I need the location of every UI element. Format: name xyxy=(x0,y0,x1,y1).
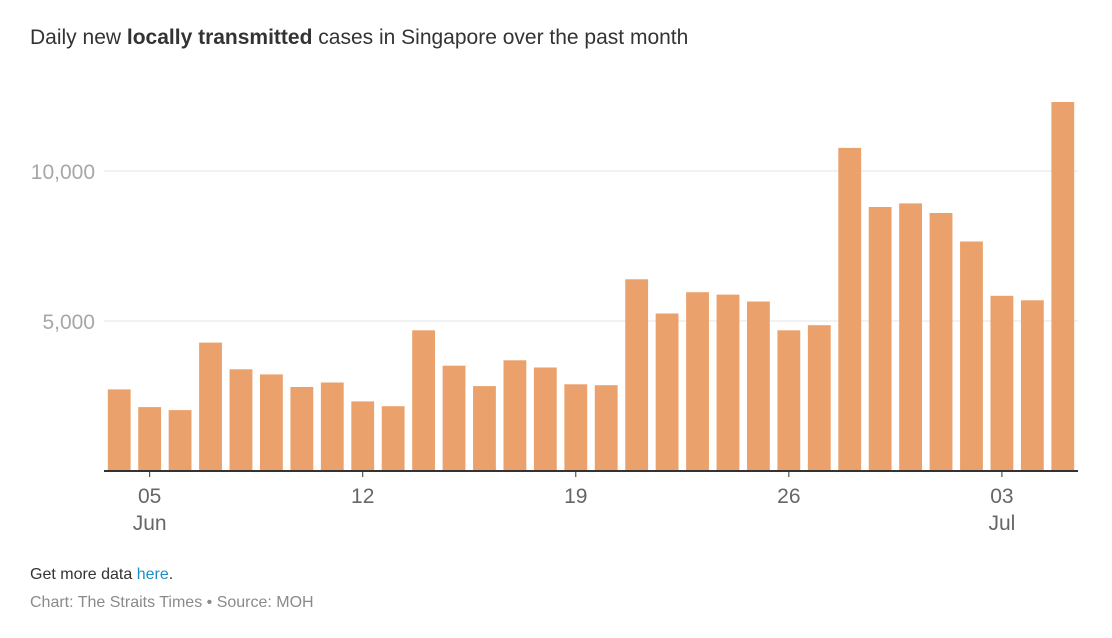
bar-jun-21 xyxy=(625,279,649,471)
chart-title-emphasis: locally transmitted xyxy=(126,26,313,49)
bar-jul-05 xyxy=(1051,102,1075,471)
chart-title: Daily new locally transmitted cases in S… xyxy=(30,26,688,50)
bar-jun-20 xyxy=(594,385,618,471)
x-tick-label: 05 xyxy=(138,485,161,508)
bar-jun-30 xyxy=(899,203,923,471)
bar-jun-28 xyxy=(838,147,862,471)
bar-jun-23 xyxy=(686,292,709,471)
bar-jun-04 xyxy=(107,389,131,471)
bar-jun-07 xyxy=(199,342,222,471)
bar-jun-19 xyxy=(564,384,588,471)
bar-jun-27 xyxy=(807,325,831,471)
bar-jun-13 xyxy=(381,406,405,471)
bar-jun-05 xyxy=(138,407,162,471)
bar-jun-16 xyxy=(473,386,496,471)
bar-jun-26 xyxy=(777,330,801,471)
tick-labels: 5,000 10,000 05 Jun 12 19 26 03 Jul xyxy=(31,161,1016,535)
bar-jun-06 xyxy=(168,410,192,471)
y-tick-label: 5,000 xyxy=(42,311,95,334)
more-data-note: Get more data here. xyxy=(30,566,173,584)
source-credit: Chart: The Straits Times • Source: MOH xyxy=(30,594,314,611)
y-tick-label: 10,000 xyxy=(31,161,95,184)
bar-jun-24 xyxy=(716,294,740,471)
x-tick-label: 03 xyxy=(990,485,1013,508)
more-data-suffix: . xyxy=(168,566,174,583)
bar-jun-08 xyxy=(229,369,253,471)
more-data-link[interactable]: here xyxy=(136,566,169,583)
more-data-prefix: Get more data xyxy=(30,566,137,583)
bar-jun-25 xyxy=(746,301,770,471)
x-tick-label: 19 xyxy=(564,485,587,508)
x-tick-label: 26 xyxy=(777,485,800,508)
bars xyxy=(107,102,1075,471)
bar-chart: 5,000 10,000 05 Jun 12 19 26 03 Jul xyxy=(31,102,1078,535)
bar-jun-15 xyxy=(442,365,466,471)
bar-jul-01 xyxy=(929,213,953,471)
bar-jun-18 xyxy=(533,367,557,471)
x-tick-month-label: Jun xyxy=(133,512,167,535)
bar-jun-29 xyxy=(868,207,892,471)
x-tick-label: 12 xyxy=(351,485,374,508)
bar-jul-02 xyxy=(960,241,983,471)
bar-jun-11 xyxy=(320,382,344,471)
chart-title-suffix: cases in Singapore over the past month xyxy=(312,26,689,49)
bar-jun-22 xyxy=(655,313,679,471)
bar-jun-17 xyxy=(503,360,527,471)
chart-title-prefix: Daily new xyxy=(30,26,127,49)
bar-jul-04 xyxy=(1020,300,1044,471)
bar-jul-03 xyxy=(990,295,1014,471)
bar-jun-14 xyxy=(412,330,436,471)
x-tick-month-label: Jul xyxy=(988,512,1015,535)
bar-jun-12 xyxy=(351,401,375,471)
axes xyxy=(104,470,1078,477)
bar-jun-09 xyxy=(259,374,283,471)
bar-jun-10 xyxy=(290,387,314,471)
